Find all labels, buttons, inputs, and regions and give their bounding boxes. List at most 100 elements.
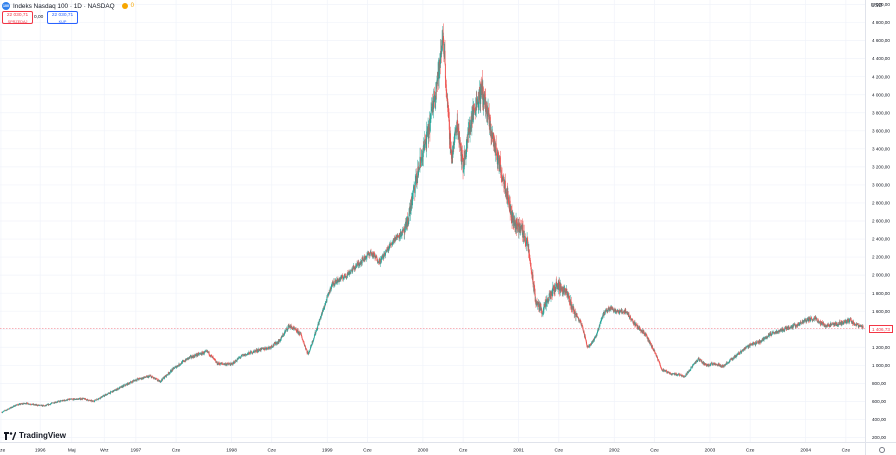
candle-down: [705, 363, 707, 366]
y-tick-label: 1 600,00: [872, 309, 890, 314]
candle-up: [309, 350, 311, 353]
candle-down: [674, 372, 676, 375]
candle-up: [317, 321, 319, 327]
candle-down: [307, 350, 309, 355]
candle-down: [650, 342, 652, 346]
candle-up: [181, 360, 183, 364]
sell-button[interactable]: 22 030,71 SPRZEDAJ: [2, 11, 33, 24]
candle-down: [444, 40, 446, 66]
candle-up: [841, 320, 843, 326]
candle-up: [379, 263, 381, 268]
candle-down: [154, 377, 156, 380]
candle-down: [500, 166, 502, 183]
candle-down: [19, 403, 21, 406]
candle-up: [368, 251, 369, 256]
candle-up: [394, 236, 396, 244]
candle-down: [837, 321, 839, 328]
candle-up: [18, 403, 20, 406]
candle-up: [131, 380, 133, 384]
candle-down: [818, 321, 820, 324]
candle-down: [722, 364, 723, 368]
candle-up: [599, 320, 601, 325]
candle-down: [657, 356, 659, 362]
candle-up: [475, 97, 477, 116]
x-tick-label: Wrz: [100, 448, 109, 454]
candle-down: [295, 327, 297, 333]
candle-down: [212, 355, 214, 360]
y-tick-label: 1 800,00: [872, 291, 890, 296]
candle-down: [397, 235, 399, 237]
candle-down: [395, 234, 397, 240]
candle-down: [568, 295, 570, 306]
candle-up: [546, 296, 548, 307]
candle-up: [272, 343, 274, 348]
candle-down: [507, 182, 509, 204]
candle-up: [780, 329, 782, 332]
candle-down: [249, 352, 251, 355]
candle-down: [440, 39, 442, 54]
candle-up: [383, 251, 385, 259]
price-axis[interactable]: 200,00 400,00 600,00 800,00 1 000,00 1 200,00…: [872, 2, 890, 440]
y-tick-label: 800,00: [872, 381, 886, 386]
candle-up: [413, 186, 415, 190]
candle-up: [280, 338, 281, 343]
candle-up: [282, 332, 284, 338]
candle-up: [849, 317, 851, 322]
candle-up: [793, 323, 795, 327]
candle-down: [711, 361, 713, 366]
candle-down: [579, 318, 581, 322]
candle-down: [108, 392, 110, 394]
candle-up: [588, 344, 590, 349]
sell-label: SPRZEDAJ: [7, 20, 28, 24]
candle-up: [318, 318, 320, 326]
timezone-clock-icon[interactable]: [879, 447, 885, 453]
candle-up: [749, 343, 751, 348]
candle-up: [629, 315, 631, 320]
chart-title[interactable]: Indeks Nasdaq 100 · 1D · NASDAQ: [13, 2, 115, 10]
candle-up: [813, 316, 815, 322]
candle-down: [342, 274, 344, 282]
candle-down: [593, 338, 595, 342]
tradingview-logo[interactable]: TradingView: [4, 431, 66, 440]
buy-button[interactable]: 22 030,71 KUP: [47, 11, 78, 24]
time-axis[interactable]: Cze 1996 Maj Wrz 1997 Cze 1998 Cze 1999 Cze 2000 Cz…: [0, 448, 850, 454]
sell-price: 22 030,71: [6, 13, 29, 18]
candle-up: [186, 357, 188, 360]
x-tick-label: 1998: [226, 448, 237, 454]
candle-down: [508, 196, 510, 210]
currency-selector[interactable]: USD: [871, 3, 883, 9]
candle-down: [585, 339, 587, 344]
candle-down: [843, 319, 845, 323]
candle-up: [334, 284, 336, 288]
candle-up: [356, 263, 358, 267]
candle-up: [552, 288, 553, 298]
candle-down: [447, 99, 449, 117]
candle-down: [262, 347, 263, 349]
candle-up: [750, 344, 752, 346]
candle-down: [170, 369, 172, 372]
candle-up: [276, 341, 277, 346]
candle-up: [574, 309, 576, 318]
candle-down: [567, 291, 569, 299]
candle-down: [191, 354, 193, 359]
candle-up: [613, 308, 615, 314]
candle-down: [32, 403, 33, 405]
candle-down: [836, 322, 838, 327]
candle-up: [271, 346, 273, 348]
candle-up: [434, 95, 436, 111]
candle-up: [607, 306, 609, 312]
candle-up: [426, 126, 428, 137]
candle-up: [649, 340, 651, 346]
candle-up: [461, 151, 463, 169]
candle-down: [509, 196, 511, 221]
candle-up: [520, 223, 521, 236]
candle-up: [755, 343, 757, 347]
candle-down: [669, 371, 671, 375]
candle-up: [430, 102, 432, 123]
candle-up: [464, 145, 465, 170]
candle-down: [535, 299, 537, 308]
candle-down: [124, 384, 126, 387]
spread-value: 0,00: [34, 15, 44, 20]
candle-up: [747, 346, 748, 347]
